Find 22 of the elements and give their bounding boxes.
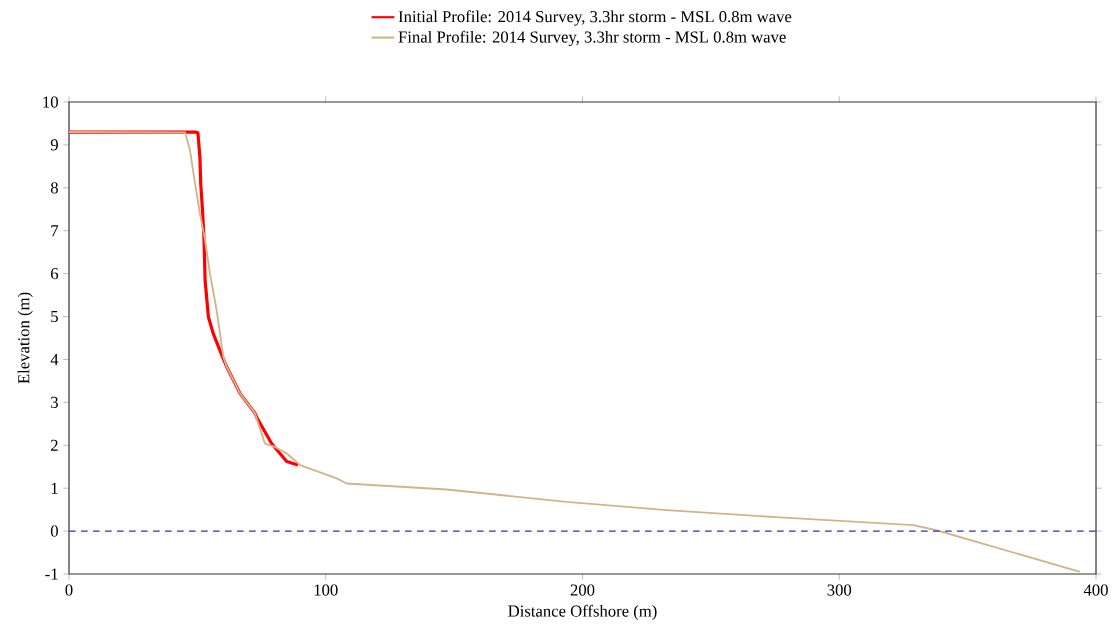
y-tick-label: 0 [50,525,58,537]
y-tick-label: 2 [51,439,58,451]
y-tick-label: 1 [51,482,58,494]
x-axis-title: Distance Offshore (m) [508,604,657,621]
y-tick-label: 4 [50,353,59,365]
y-tick-label: 3 [51,396,58,408]
y-axis-title: Elevation (m) [17,292,33,384]
y-tick-label: 7 [51,225,59,237]
legend-label: Initial Profile: 2014 Survey, 3.3hr storm - MSL 0.8m wave [398,10,792,26]
y-tick-label: 6 [50,268,59,280]
line-series [69,131,1082,573]
y-tick-label: 9 [50,139,58,151]
y-tick-label: -1 [45,568,58,580]
x-tick-label: 200 [570,584,595,596]
x-tick-label: 400 [1083,584,1108,596]
legend-label: Final Profile: 2014 Survey, 3.3hr storm - MSL 0.8m wave [398,30,786,47]
x-tick-label: 300 [827,584,852,596]
x-tick-label: 100 [314,584,338,596]
x-tick-label: 0 [65,584,73,596]
y-tick-label: 5 [51,311,58,323]
y-tick-label: 8 [50,182,58,194]
y-tick-label: 10 [43,96,58,108]
